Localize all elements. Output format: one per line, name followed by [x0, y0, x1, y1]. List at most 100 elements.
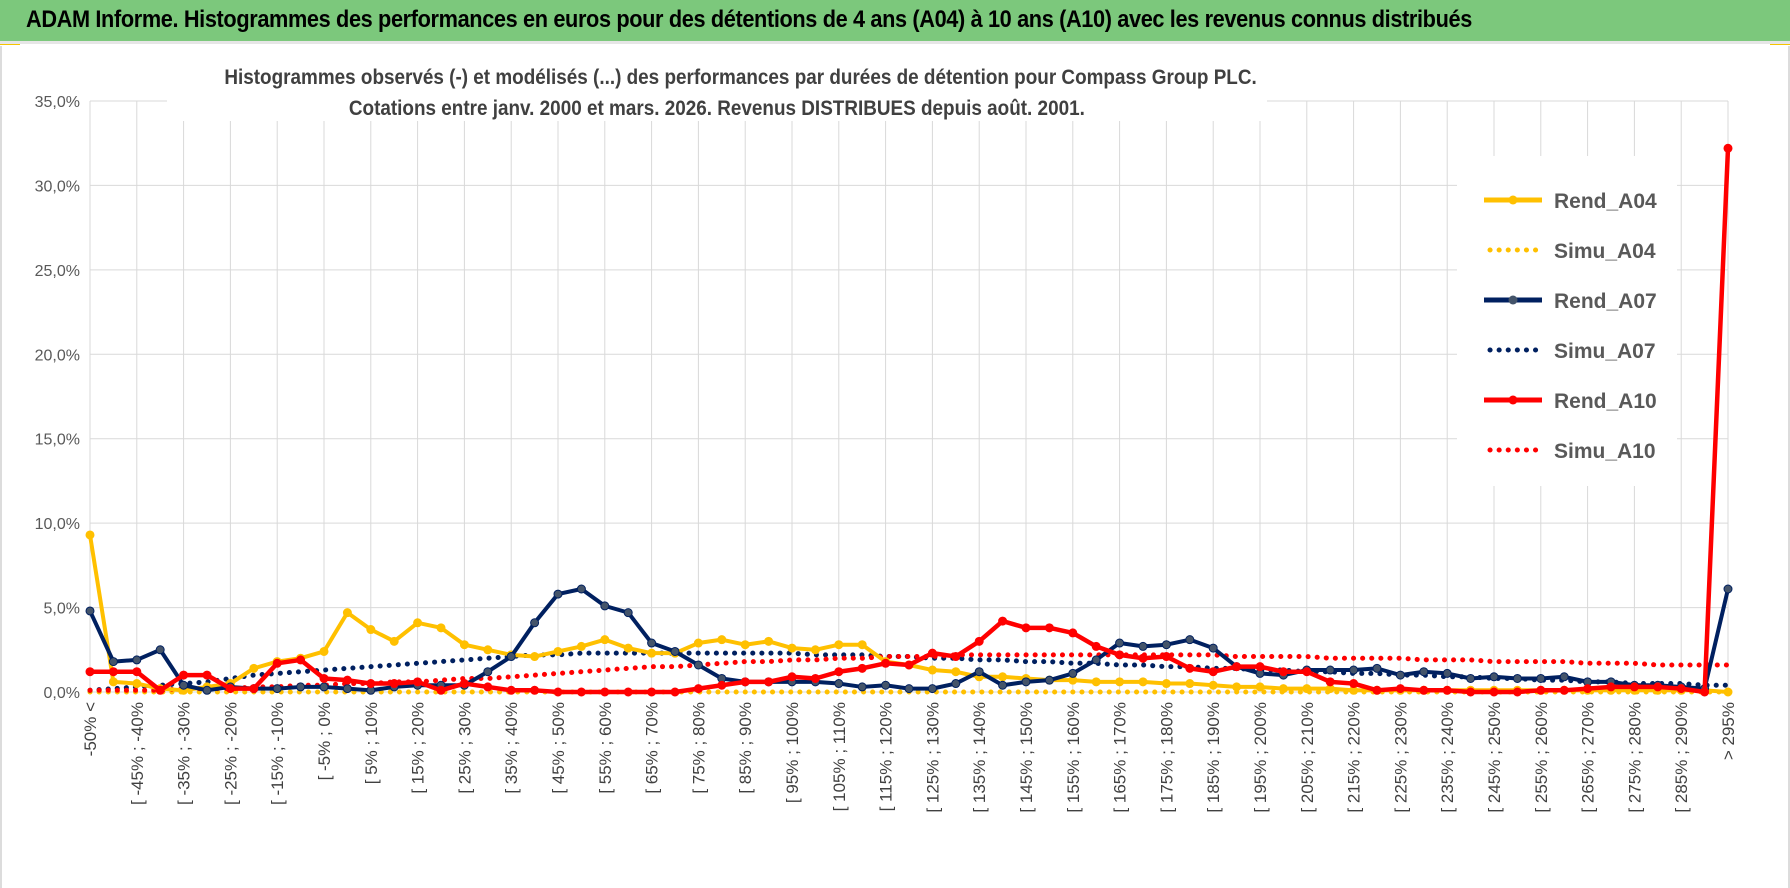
data-point-rend_a10	[389, 679, 399, 689]
data-point-rend_a10	[1512, 687, 1522, 697]
data-point-rend_a07	[296, 682, 306, 692]
data-point-rend_a10	[506, 685, 516, 695]
x-tick-label: [ 155% ; 160%	[1064, 702, 1083, 813]
data-point-rend_a10	[530, 685, 540, 695]
data-point-rend_a07	[1442, 668, 1452, 678]
data-point-rend_a10	[1044, 623, 1054, 633]
data-point-rend_a04	[810, 645, 820, 655]
data-point-rend_a04	[553, 646, 563, 656]
page-title: ADAM Informe. Histogrammes des performan…	[26, 6, 1472, 33]
x-tick-label: [ 185% ; 190%	[1204, 702, 1223, 813]
data-point-rend_a04	[647, 648, 657, 658]
legend-marker-rend_a10	[1508, 395, 1518, 405]
data-point-rend_a10	[1583, 684, 1593, 694]
legend-label-simu_a07: Simu_A07	[1554, 340, 1656, 363]
x-tick-label: [ 65% ; 70%	[643, 702, 662, 794]
data-point-rend_a07	[998, 680, 1008, 690]
data-point-rend_a04	[1138, 677, 1148, 687]
data-point-rend_a10	[1676, 684, 1686, 694]
data-point-rend_a07	[179, 680, 189, 690]
chart: 0,0% 5,0% 10,0% 15,0% 20,0% 25,0% 30,0% 35,0% -5…	[35, 94, 1738, 813]
data-point-rend_a04	[693, 638, 703, 648]
data-point-rend_a07	[1091, 655, 1101, 665]
data-point-rend_a07	[927, 684, 937, 694]
legend-label-rend_a07: Rend_A07	[1554, 290, 1657, 313]
data-point-rend_a07	[530, 618, 540, 628]
legend-label-simu_a10: Simu_A10	[1554, 440, 1656, 463]
x-tick-label: [ 15% ; 20%	[409, 702, 428, 794]
chart-title-line-1: Histogrammes observés (-) et modélisés (…	[167, 66, 1267, 90]
data-point-rend_a07	[553, 589, 563, 599]
data-point-rend_a10	[436, 685, 446, 695]
data-point-rend_a10	[834, 667, 844, 677]
data-point-rend_a07	[1419, 667, 1429, 677]
data-point-rend_a04	[998, 672, 1008, 682]
x-tick-label: [ 205% ; 210%	[1298, 702, 1317, 813]
data-point-rend_a07	[951, 679, 961, 689]
x-tick-label: > 295%	[1719, 702, 1738, 760]
data-point-rend_a04	[1302, 684, 1312, 694]
data-point-rend_a07	[1161, 640, 1171, 650]
data-point-rend_a10	[342, 675, 352, 685]
x-tick-label: [ 55% ; 60%	[596, 702, 615, 794]
data-point-rend_a10	[366, 679, 376, 689]
data-point-rend_a10	[693, 684, 703, 694]
chart-title-line-2: Cotations entre janv. 2000 et mars. 2026…	[167, 97, 1267, 121]
x-tick-label: [ 215% ; 220%	[1345, 702, 1364, 813]
data-point-rend_a04	[1255, 682, 1265, 692]
header-bar: ADAM Informe. Histogrammes des performan…	[0, 0, 1790, 44]
legend-label-rend_a04: Rend_A04	[1554, 190, 1657, 213]
data-point-rend_a10	[787, 672, 797, 682]
data-point-rend_a04	[764, 636, 774, 646]
data-point-rend_a07	[623, 608, 633, 618]
data-point-rend_a07	[132, 655, 142, 665]
data-point-rend_a10	[1091, 641, 1101, 651]
data-point-rend_a07	[506, 652, 516, 662]
x-tick-label: [ 275% ; 280%	[1625, 702, 1644, 813]
data-point-rend_a10	[132, 667, 142, 677]
data-point-rend_a07	[272, 684, 282, 694]
data-point-rend_a04	[1185, 679, 1195, 689]
data-point-rend_a07	[1512, 673, 1522, 683]
data-point-rend_a07	[1325, 665, 1335, 675]
data-point-rend_a10	[576, 687, 586, 697]
data-point-rend_a07	[1395, 670, 1405, 680]
data-point-rend_a04	[413, 618, 423, 628]
data-point-rend_a04	[857, 640, 867, 650]
data-point-rend_a10	[1021, 623, 1031, 633]
data-point-rend_a10	[951, 652, 961, 662]
data-point-rend_a10	[1395, 684, 1405, 694]
data-point-rend_a10	[1419, 685, 1429, 695]
data-point-rend_a10	[249, 684, 259, 694]
data-point-rend_a10	[857, 663, 867, 673]
data-point-rend_a10	[881, 658, 891, 668]
x-tick-label: [ 35% ; 40%	[502, 702, 521, 794]
data-point-rend_a07	[342, 684, 352, 694]
data-point-rend_a10	[1489, 687, 1499, 697]
data-point-rend_a07	[1349, 665, 1359, 675]
x-tick-label: [ 135% ; 140%	[970, 702, 989, 813]
data-point-rend_a04	[1091, 677, 1101, 687]
data-point-rend_a10	[647, 687, 657, 697]
data-point-rend_a07	[1185, 635, 1195, 645]
data-point-rend_a04	[108, 677, 118, 687]
data-point-rend_a04	[1278, 684, 1288, 694]
data-point-rend_a04	[530, 652, 540, 662]
data-point-rend_a04	[951, 667, 961, 677]
data-point-rend_a10	[483, 682, 493, 692]
data-point-rend_a10	[155, 685, 165, 695]
legend-label-simu_a04: Simu_A04	[1554, 240, 1656, 263]
data-point-rend_a04	[787, 643, 797, 653]
data-point-rend_a10	[179, 670, 189, 680]
data-point-rend_a07	[904, 684, 914, 694]
x-tick-label: [ 285% ; 290%	[1672, 702, 1691, 813]
data-point-rend_a07	[693, 660, 703, 670]
data-point-rend_a10	[553, 687, 563, 697]
data-point-rend_a04	[459, 640, 469, 650]
y-tick-label: 25,0%	[35, 263, 80, 280]
x-tick-label: [ 105% ; 110%	[830, 702, 849, 811]
data-point-rend_a10	[1161, 652, 1171, 662]
x-tick-label: [ -5% ; 0%	[315, 702, 334, 780]
data-point-rend_a10	[413, 677, 423, 687]
data-point-rend_a07	[1559, 672, 1569, 682]
